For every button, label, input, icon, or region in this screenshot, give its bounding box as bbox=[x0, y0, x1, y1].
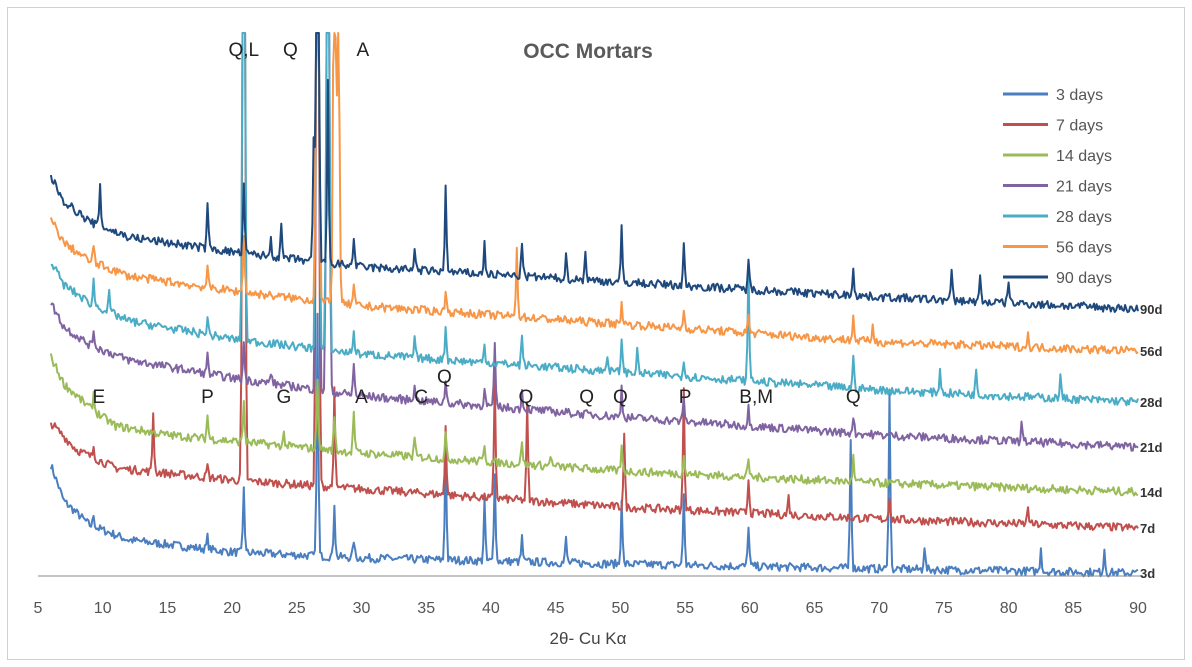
series-end-labels: 3d 7d 14d 21d 28d 56d 90d bbox=[1140, 302, 1162, 581]
x-tick-label: 20 bbox=[223, 600, 241, 617]
peak-label: C bbox=[414, 387, 428, 408]
series-line-7d bbox=[49, 32, 1139, 532]
series-line-3d bbox=[49, 312, 1139, 578]
series-end-label: 28d bbox=[1140, 395, 1162, 410]
peak-label: P bbox=[201, 387, 214, 408]
x-tick-label: 50 bbox=[612, 600, 630, 617]
x-tick-label: 70 bbox=[870, 600, 888, 617]
x-tick-label: 60 bbox=[741, 600, 759, 617]
series-line-56d bbox=[49, 32, 1139, 355]
peak-label: Q bbox=[579, 387, 594, 408]
peak-label: Q bbox=[437, 367, 452, 388]
peak-label: Q bbox=[846, 387, 861, 408]
legend-label: 7 days bbox=[1056, 118, 1103, 135]
series-end-label: 90d bbox=[1140, 302, 1162, 317]
legend-label: 21 days bbox=[1056, 179, 1112, 196]
peak-label: Q bbox=[283, 40, 298, 61]
series-end-label: 56d bbox=[1140, 344, 1162, 359]
peak-label: E bbox=[92, 387, 105, 408]
chart-frame: OCC Mortars 5 10 15 20 25 30 35 40 45 50 55 60 65 70 7… bbox=[7, 7, 1185, 660]
peak-label: A bbox=[355, 387, 368, 408]
series-end-label: 7d bbox=[1140, 521, 1155, 536]
series-end-label: 3d bbox=[1140, 566, 1155, 581]
series-end-label: 21d bbox=[1140, 440, 1162, 455]
legend-label: 56 days bbox=[1056, 240, 1112, 257]
x-tick-label: 5 bbox=[34, 600, 43, 617]
x-tick-label: 75 bbox=[935, 600, 953, 617]
legend-label: 90 days bbox=[1056, 270, 1112, 287]
x-tick-label: 80 bbox=[1000, 600, 1018, 617]
series-line-90d bbox=[49, 32, 1139, 314]
peak-label: P bbox=[679, 387, 692, 408]
x-tick-label: 35 bbox=[417, 600, 435, 617]
x-tick-label: 25 bbox=[288, 600, 306, 617]
x-tick-label: 65 bbox=[806, 600, 824, 617]
xrd-chart: OCC Mortars 5 10 15 20 25 30 35 40 45 50 55 60 65 70 7… bbox=[34, 32, 1162, 648]
peak-label: Q bbox=[613, 387, 628, 408]
legend-label: 28 days bbox=[1056, 209, 1112, 226]
peak-label: B,M bbox=[739, 387, 773, 408]
peak-label: Q bbox=[519, 387, 534, 408]
peak-annotations: Q,L Q AE P G A CQQ Q Q P B,M Q bbox=[92, 40, 860, 408]
x-tick-label: 85 bbox=[1064, 600, 1082, 617]
legend: 3 days 7 days 14 days 21 days 28 days 56 days… bbox=[1003, 87, 1112, 287]
chart-title: OCC Mortars bbox=[523, 40, 653, 63]
x-tick-label: 15 bbox=[159, 600, 177, 617]
series-line-21d bbox=[50, 32, 1139, 452]
x-tick-label: 90 bbox=[1129, 600, 1147, 617]
peak-label: Q,L bbox=[228, 40, 259, 61]
legend-label: 3 days bbox=[1056, 87, 1103, 104]
peak-label: G bbox=[277, 387, 292, 408]
series-end-label: 14d bbox=[1140, 485, 1162, 500]
series-layer bbox=[49, 32, 1139, 578]
series-line-14d bbox=[49, 353, 1139, 497]
x-tick-label: 40 bbox=[482, 600, 500, 617]
x-tick-labels: 5 10 15 20 25 30 35 40 45 50 55 60 65 70 75 80 85 90 bbox=[34, 600, 1147, 617]
x-tick-label: 10 bbox=[94, 600, 112, 617]
legend-label: 14 days bbox=[1056, 148, 1112, 165]
peak-label: A bbox=[356, 40, 369, 61]
x-tick-label: 30 bbox=[353, 600, 371, 617]
x-tick-label: 55 bbox=[676, 600, 694, 617]
x-tick-label: 45 bbox=[547, 600, 565, 617]
x-axis-label: 2θ- Cu Kα bbox=[550, 629, 627, 648]
series-line-28d bbox=[50, 32, 1139, 407]
